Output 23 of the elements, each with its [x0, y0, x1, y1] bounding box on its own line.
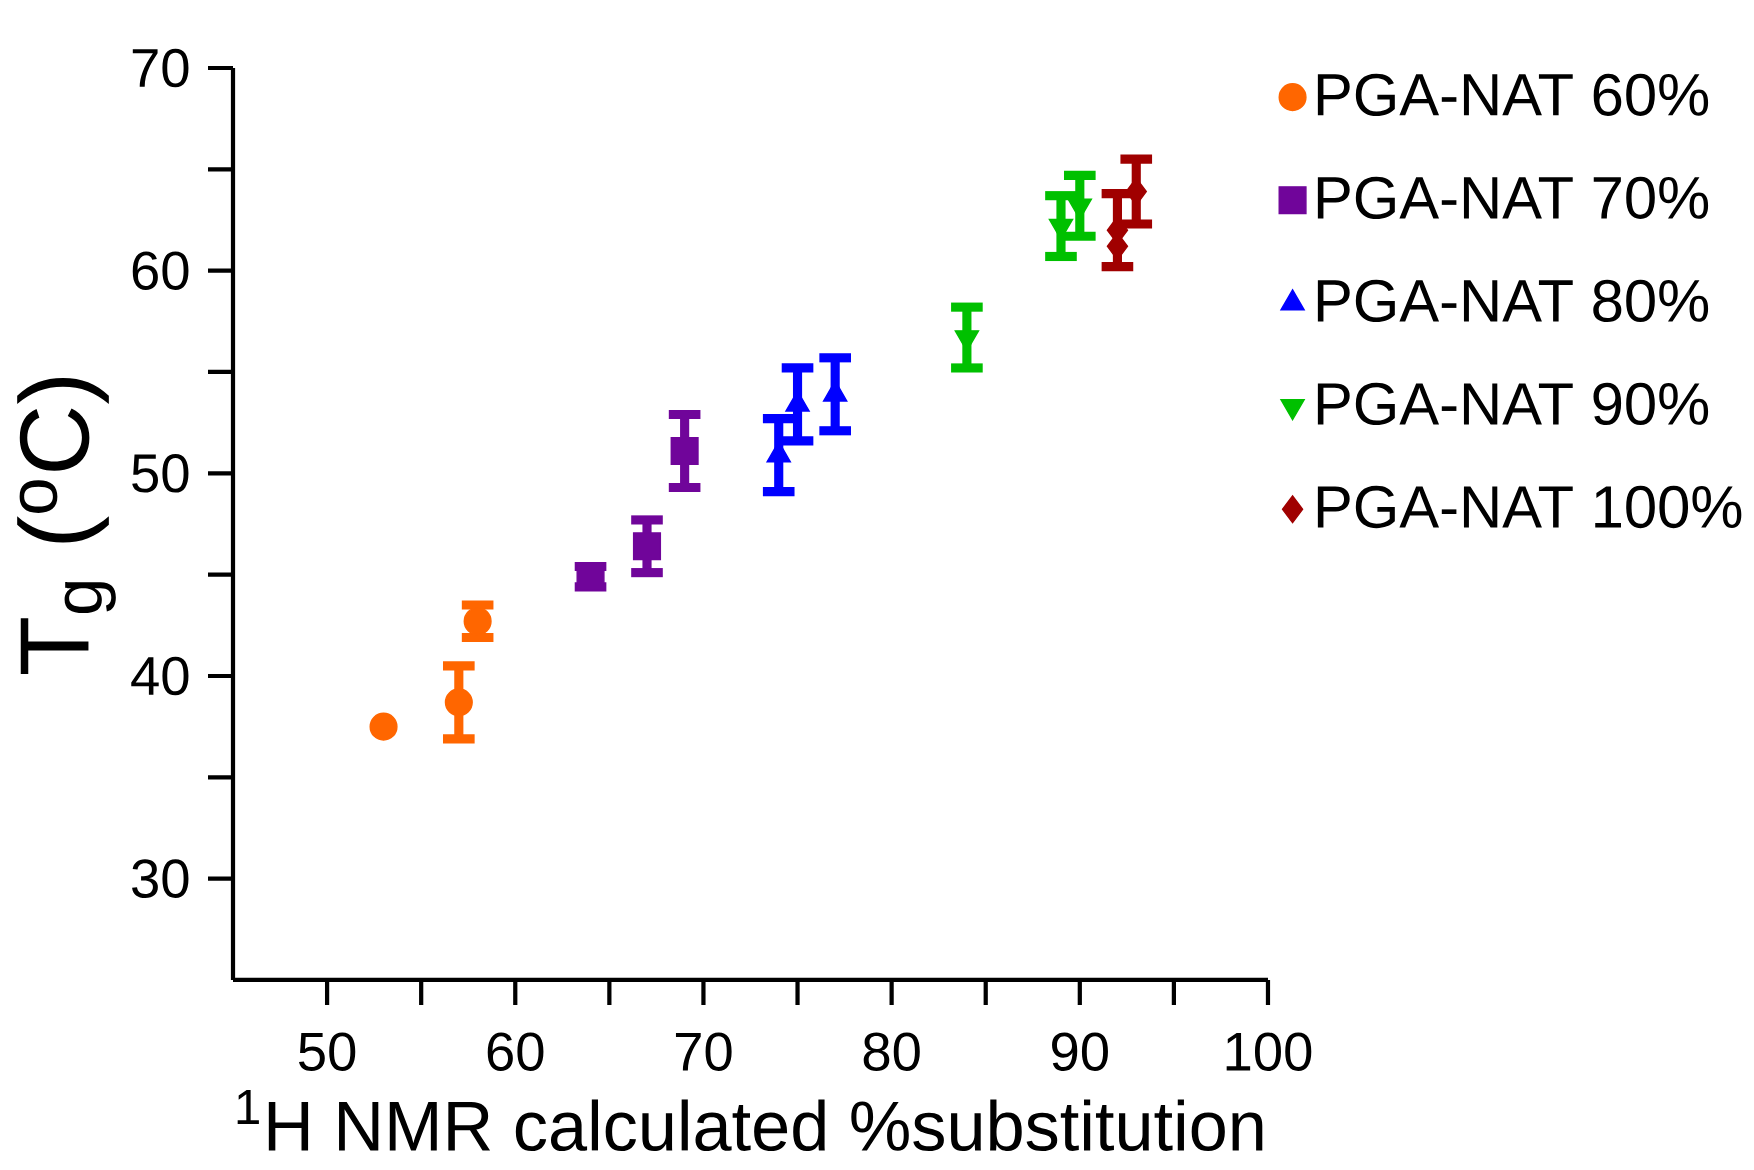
- legend-label: PGA-NAT 80%: [1317, 279, 1709, 323]
- y-tick-label: 70: [132, 48, 189, 88]
- legend-label: PGA-NAT 60%: [1317, 73, 1709, 116]
- x-tick-label: 50: [299, 1032, 356, 1071]
- x-tick-label: 100: [1226, 1032, 1312, 1071]
- legend-label: PGA-NAT 70%: [1317, 176, 1709, 220]
- y-tick-label: 30: [132, 859, 189, 898]
- legend-label: PGA-NAT 90%: [1317, 382, 1709, 426]
- x-tick-label: 90: [1052, 1032, 1108, 1071]
- y-axis-title: T$_{g}$ ($^{o}$C): [17, 378, 116, 674]
- y-tick-label: 40: [131, 656, 189, 696]
- x-tick-label: 80: [863, 1032, 920, 1071]
- x-tick-label: 60: [487, 1032, 544, 1071]
- point: [369, 712, 398, 741]
- legend-label: PGA-NAT 100%: [1317, 485, 1742, 529]
- point: [463, 607, 492, 636]
- x-tick-label: 70: [675, 1032, 732, 1071]
- y-tick-label: 60: [132, 251, 189, 290]
- point: [444, 688, 473, 717]
- point: [670, 436, 699, 466]
- y-tick-label: 50: [132, 454, 189, 493]
- x-axis-title: $^{1}$H NMR calculated %substitution: [237, 1090, 1263, 1152]
- point: [632, 532, 662, 561]
